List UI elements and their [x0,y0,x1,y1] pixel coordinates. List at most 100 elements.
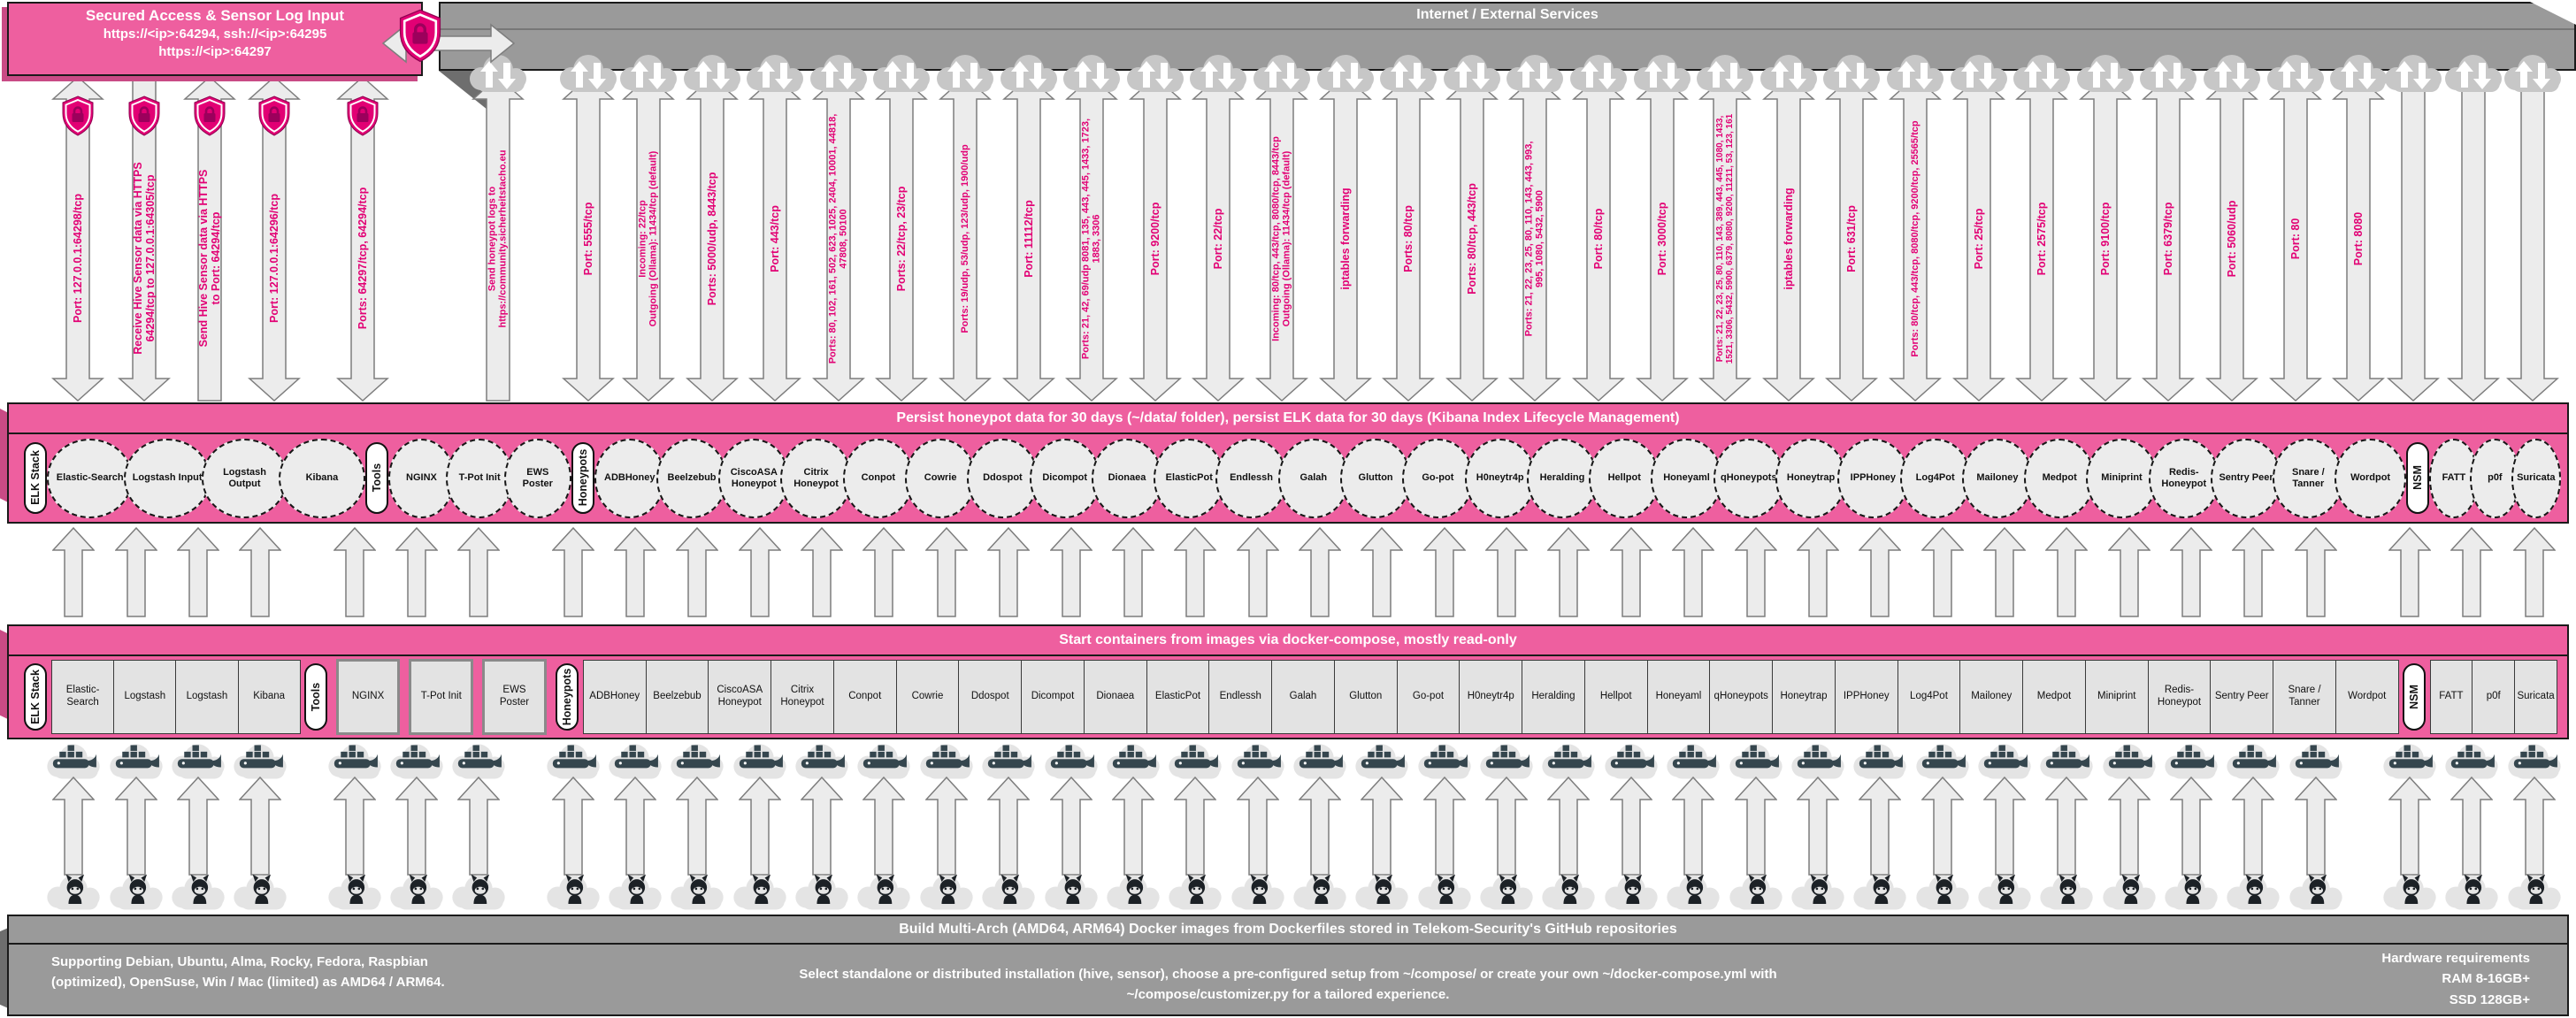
github-octocat-cloud-icon [2156,870,2227,915]
service-circle: Snare / Tanner [2273,438,2344,518]
cloud-sync-icon [677,50,748,97]
port-arrow-label: Port: 80 [2289,218,2302,260]
docker-github-column [2503,739,2565,915]
build-band-title-bar: Build Multi-Arch (AMD64, ARM64) Docker i… [7,915,2569,945]
start-container-arrow [1724,526,1786,624]
docker-cloud-icon [2156,739,2227,784]
service-circle: IPPHoney [1837,438,1909,518]
cloud-sync-icon [1627,50,1698,97]
build-up-arrow-icon [1173,776,1217,880]
start-container-arrow [1600,526,1662,624]
port-arrow: Receive Hive Sensor data via HTTPS 64294… [111,76,178,402]
up-arrow-icon [738,526,782,622]
up-arrow-icon [1796,526,1840,622]
port-arrow: Port: 631/tcp [1818,55,1885,402]
docker-cloud-icon [1036,739,1107,784]
docker-cloud-icon [1471,739,1542,784]
service-circle: Galah [1277,438,1349,518]
service-box: NGINX [335,659,401,735]
service-box: qHoneypots [1709,660,1774,734]
build-up-arrow-icon [1920,776,1965,880]
docker-github-column [1039,739,1101,915]
port-arrow: Ports: 80/tcp, 443/tcp [1438,55,1506,402]
github-octocat-cloud-icon [1721,870,1791,915]
service-circle: Log4Pot [1899,438,1971,518]
compose-band: ELK Stack Elastic-Search Logstash Logstash K… [7,656,2569,739]
build-up-arrow-icon [1982,776,2027,880]
port-arrow-label: Port: 127.0.0.1:64298/tcp [72,194,84,324]
port-arrow-label: Port: 80/tcp [1592,208,1605,270]
service-circle: Dionaea [1091,438,1163,518]
service-circle: Honeyaml [1651,438,1722,518]
build-up-arrow-icon [1858,776,1902,880]
port-arrow-label: Receive Hive Sensor data via HTTPS 64294… [132,162,157,355]
docker-cloud-icon [1907,739,1978,784]
build-up-arrow-icon [613,776,657,880]
service-circle: Go-pot [1402,438,1474,518]
docker-github-column [1537,739,1599,915]
shield-lock-icon [257,96,292,137]
service-box: Galah [1271,660,1335,734]
service-circle: Hellpot [1589,438,1660,518]
service-group-honeypots: Honeypots [510,526,2347,624]
cloud-sync-icon [740,50,810,97]
start-container-arrow [167,526,229,624]
shield-lock-icon [396,9,444,64]
docker-github-column [853,739,915,915]
service-circle: Mailoney [1961,438,2034,518]
docker-github-column [542,739,604,915]
port-arrow-label: Send honeypot logs to https://community.… [487,149,509,328]
cloud-sync-icon [1056,50,1127,97]
service-group-elk-stack: ELK Stack Elastic-Search Logstash Logstash K… [19,656,301,738]
docker-github-column [1226,739,1288,915]
service-group-nsm: NSM [2347,526,2565,624]
service-circle: Dicompot [1029,438,1100,518]
docker-github-column [729,739,791,915]
build-up-arrow-icon [2169,776,2213,880]
group-pill: NSM [2402,663,2426,731]
up-arrow-icon [2512,526,2557,622]
github-octocat-cloud-icon [38,870,109,915]
services-circles-row: ELK Stack Elastic-Search Logstash Input Log… [9,434,2567,522]
port-arrow: Port: 11112/tcp [995,55,1062,402]
docker-cloud-icon [443,739,514,784]
up-arrow-icon [862,526,907,622]
build-up-arrow-icon [238,776,282,880]
up-arrow-icon [1982,526,2027,622]
service-circle: Sentry Peer [2210,438,2282,518]
cloud-sync-icon [1246,50,1317,97]
service-group-honeypots: Honeypots [510,739,2347,915]
group-pill-label: Tools [309,682,322,712]
service-box: Sentry Peer [2210,660,2274,734]
group-pill-label: ELK Stack [29,670,42,724]
docker-github-column [1849,739,1911,915]
port-arrow: Port: 3000/tcp [1629,55,1696,402]
service-box: p0f [2472,660,2516,734]
github-octocat-cloud-icon [2374,870,2445,915]
up-arrow-icon [1609,526,1653,622]
docker-github-column [2098,739,2160,915]
docker-cloud-icon [911,739,982,784]
up-arrow-icon [1920,526,1965,622]
start-container-arrow [978,526,1039,624]
group-pill: Honeypots [571,441,594,515]
service-circle: Cowrie [905,438,977,518]
port-arrow-label: Port: 5060/udp [2226,200,2238,278]
build-up-arrow-icon [986,776,1031,880]
docker-cloud-icon [1533,739,1604,784]
port-arrow-label: Port: 6379/tcp [2162,202,2174,276]
docker-cloud-icon [2094,739,2165,784]
github-octocat-cloud-icon [973,870,1044,915]
port-arrow [2380,55,2447,402]
start-container-arrow [666,526,728,624]
port-arrow-label: Ports: 5000/udp, 8443/tcp [706,172,718,306]
port-arrow-label: Ports: 21, 22, 23, 25, 80, 110, 143, 443… [1523,141,1545,337]
docker-cloud-icon [381,739,452,784]
cloud-sync-icon [2323,50,2394,97]
cloud-sync-icon [2006,50,2077,97]
start-container-arrow [1414,526,1476,624]
docker-github-column [1974,739,2036,915]
github-octocat-cloud-icon [1907,870,1978,915]
up-arrow-icon [2169,526,2213,622]
cloud-sync-icon [2497,50,2568,97]
